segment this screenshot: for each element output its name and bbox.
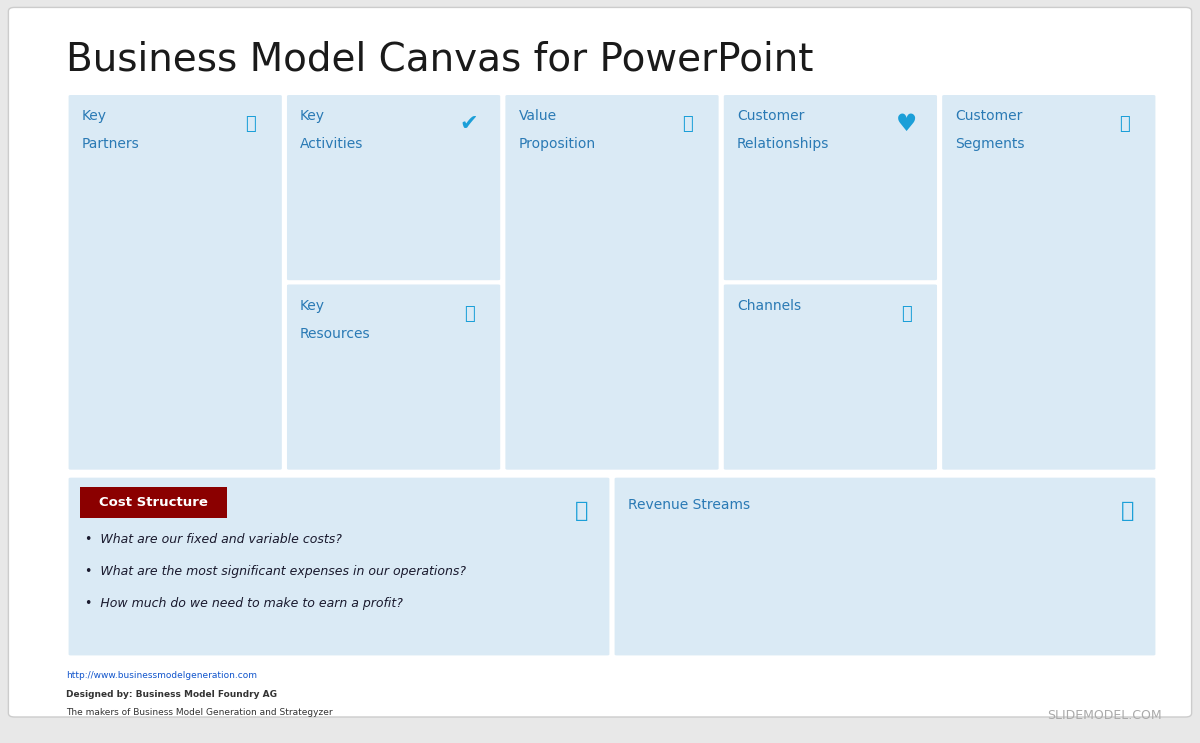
Text: 👥: 👥	[1120, 115, 1129, 133]
Text: http://www.businessmodelgeneration.com: http://www.businessmodelgeneration.com	[66, 671, 257, 680]
Text: •  How much do we need to make to earn a profit?: • How much do we need to make to earn a …	[85, 597, 403, 609]
Text: 🏷: 🏷	[575, 502, 589, 521]
Text: Proposition: Proposition	[518, 137, 595, 152]
FancyBboxPatch shape	[722, 94, 938, 282]
Text: Channels: Channels	[737, 299, 800, 313]
Text: Revenue Streams: Revenue Streams	[628, 498, 750, 512]
Text: Activities: Activities	[300, 137, 364, 152]
FancyBboxPatch shape	[504, 94, 720, 471]
Text: The makers of Business Model Generation and Strategyzer: The makers of Business Model Generation …	[66, 708, 332, 717]
Text: 🎁: 🎁	[683, 115, 692, 133]
FancyBboxPatch shape	[286, 283, 502, 471]
Text: Key: Key	[82, 109, 107, 123]
Text: Relationships: Relationships	[737, 137, 829, 152]
FancyBboxPatch shape	[80, 487, 227, 518]
Text: Resources: Resources	[300, 327, 371, 341]
Text: Key: Key	[300, 299, 325, 313]
Text: Partners: Partners	[82, 137, 139, 152]
FancyBboxPatch shape	[67, 94, 283, 471]
Text: 🔗: 🔗	[246, 115, 256, 133]
Text: Segments: Segments	[955, 137, 1025, 152]
FancyBboxPatch shape	[67, 476, 611, 657]
Text: 💰: 💰	[1121, 502, 1135, 521]
FancyBboxPatch shape	[941, 94, 1157, 471]
Text: •  What are the most significant expenses in our operations?: • What are the most significant expenses…	[85, 565, 466, 577]
Text: 🚚: 🚚	[901, 305, 911, 322]
FancyBboxPatch shape	[286, 94, 502, 282]
FancyBboxPatch shape	[722, 283, 938, 471]
FancyBboxPatch shape	[613, 476, 1157, 657]
Text: Customer: Customer	[737, 109, 804, 123]
Text: Customer: Customer	[955, 109, 1022, 123]
Text: ♥: ♥	[895, 112, 917, 136]
Text: 🏭: 🏭	[464, 305, 474, 322]
Text: Business Model Canvas for PowerPoint: Business Model Canvas for PowerPoint	[66, 41, 814, 79]
FancyBboxPatch shape	[8, 7, 1192, 717]
Text: Value: Value	[518, 109, 557, 123]
Text: SLIDEMODEL.COM: SLIDEMODEL.COM	[1046, 710, 1162, 722]
Text: Key: Key	[300, 109, 325, 123]
Text: Cost Structure: Cost Structure	[100, 496, 208, 509]
Text: •  What are our fixed and variable costs?: • What are our fixed and variable costs?	[85, 533, 342, 545]
Text: ✔: ✔	[460, 114, 479, 134]
Text: Designed by: Business Model Foundry AG: Designed by: Business Model Foundry AG	[66, 690, 277, 699]
